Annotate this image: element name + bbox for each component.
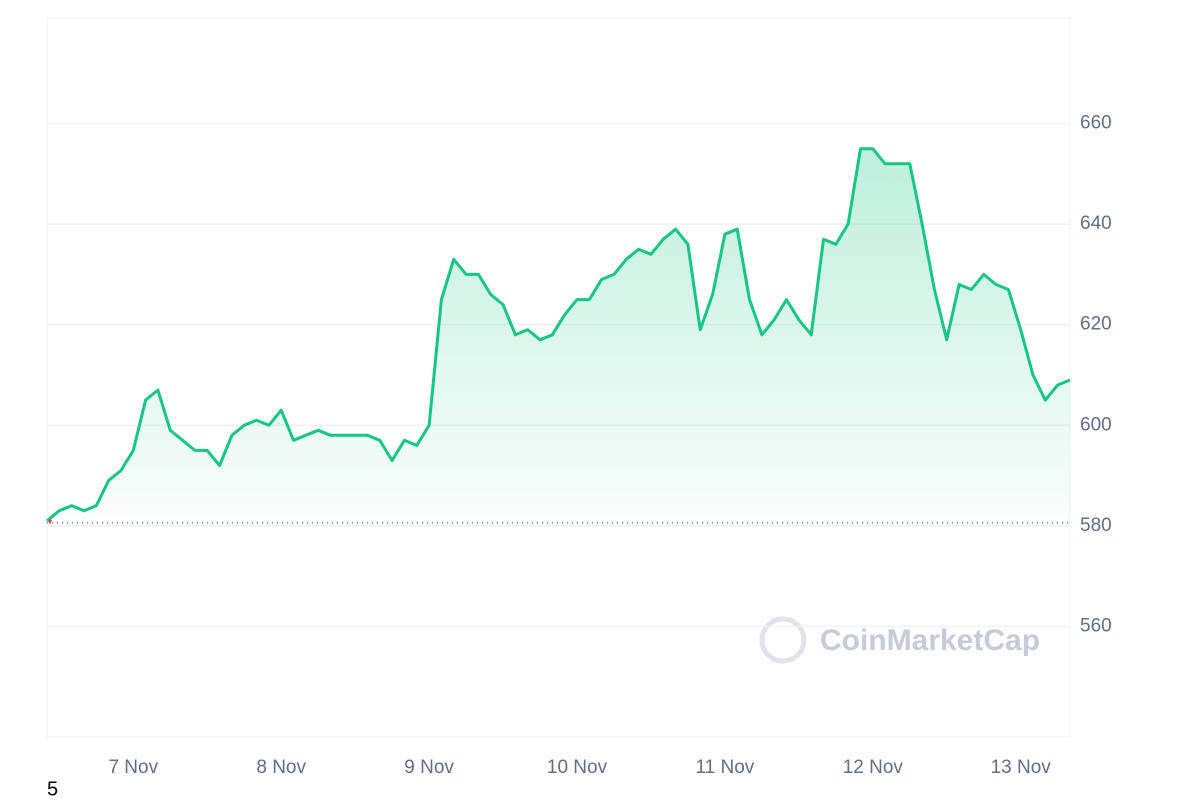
y-tick-label: 660 — [1080, 113, 1112, 134]
area-fill — [47, 148, 1070, 523]
price-line — [46, 147, 1071, 522]
x-tick-label: 11 Nov — [695, 757, 754, 778]
x-tick-label: 12 Nov — [843, 757, 904, 778]
y-tick-label: 580 — [1080, 515, 1112, 536]
x-tick-label: 13 Nov — [991, 757, 1052, 778]
y-tick-label: 600 — [1080, 414, 1112, 435]
x-tick-label: 7 Nov — [108, 757, 158, 778]
watermark-logo — [759, 616, 807, 664]
y-tick-label: 560 — [1080, 615, 1112, 636]
x-tick-label: 10 Nov — [547, 757, 608, 778]
y-tick-label: 640 — [1080, 213, 1112, 234]
baseline-marker — [48, 519, 52, 525]
watermark: CoinMarketCap — [820, 624, 1040, 657]
y-tick-label: 620 — [1080, 314, 1112, 335]
footer-text: 5 — [47, 778, 58, 800]
x-tick-label: 8 Nov — [256, 757, 306, 778]
x-tick-label: 9 Nov — [404, 757, 454, 778]
plot-frame — [46, 17, 1071, 738]
